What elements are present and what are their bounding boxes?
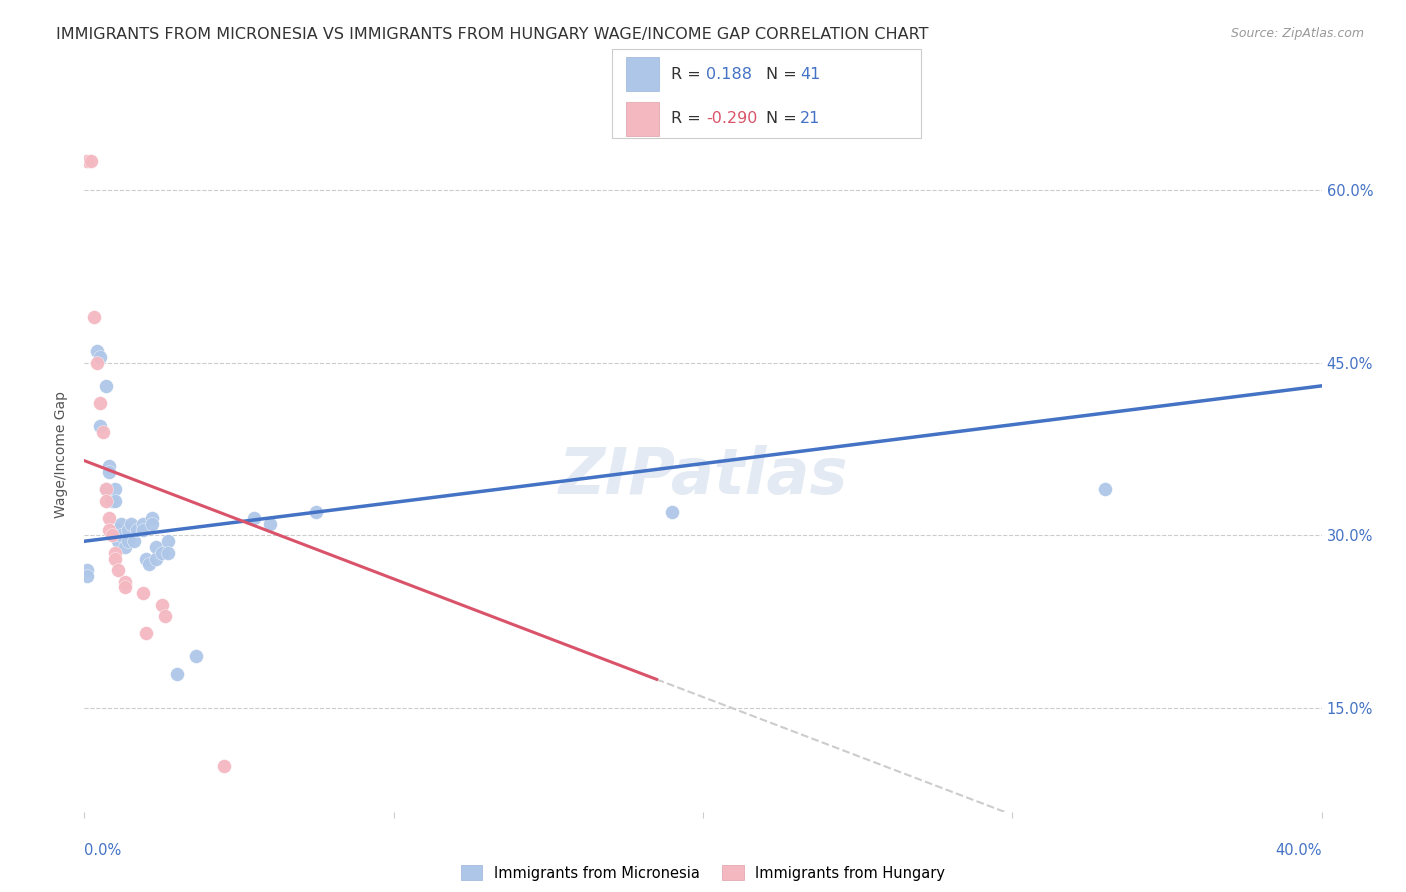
Point xyxy=(76,568,98,582)
Point xyxy=(94,494,117,508)
Y-axis label: Wage/Income Gap: Wage/Income Gap xyxy=(55,392,69,518)
Point xyxy=(89,419,111,434)
Point xyxy=(91,425,114,439)
Point xyxy=(145,551,167,566)
Point xyxy=(212,758,235,772)
Point xyxy=(145,540,167,554)
Point xyxy=(156,546,179,560)
Point xyxy=(107,563,129,577)
Point xyxy=(107,534,129,549)
Text: R =: R = xyxy=(671,112,700,126)
Point xyxy=(104,494,127,508)
Point xyxy=(86,356,108,370)
Point xyxy=(132,516,155,531)
Point xyxy=(150,546,173,560)
Point xyxy=(94,483,117,497)
Point xyxy=(104,483,127,497)
Point xyxy=(156,534,179,549)
Point xyxy=(135,551,157,566)
Point xyxy=(661,506,683,520)
Legend: Immigrants from Micronesia, Immigrants from Hungary: Immigrants from Micronesia, Immigrants f… xyxy=(454,859,952,887)
Point xyxy=(141,516,163,531)
Point xyxy=(114,574,136,589)
Point xyxy=(243,511,266,525)
Point xyxy=(1094,483,1116,497)
Point xyxy=(150,598,173,612)
Point xyxy=(166,666,188,681)
Point xyxy=(79,154,101,169)
Text: 41: 41 xyxy=(800,67,820,81)
Point xyxy=(107,523,129,537)
Point xyxy=(117,534,139,549)
Point xyxy=(135,626,157,640)
Point xyxy=(132,586,155,600)
Point xyxy=(120,516,142,531)
Text: -0.290: -0.290 xyxy=(706,112,758,126)
Text: 0.0%: 0.0% xyxy=(84,843,121,858)
Point xyxy=(94,483,117,497)
Point xyxy=(104,551,127,566)
Point xyxy=(101,494,124,508)
Point xyxy=(89,350,111,364)
Point xyxy=(86,344,108,359)
Point xyxy=(98,459,121,474)
Text: ZIPatlas: ZIPatlas xyxy=(558,445,848,508)
Point xyxy=(117,523,139,537)
Text: 21: 21 xyxy=(800,112,820,126)
Point xyxy=(101,528,124,542)
Point xyxy=(98,523,121,537)
Text: N =: N = xyxy=(766,112,797,126)
Point xyxy=(305,506,328,520)
Point xyxy=(125,523,148,537)
Text: IMMIGRANTS FROM MICRONESIA VS IMMIGRANTS FROM HUNGARY WAGE/INCOME GAP CORRELATIO: IMMIGRANTS FROM MICRONESIA VS IMMIGRANTS… xyxy=(56,27,929,42)
Text: 40.0%: 40.0% xyxy=(1275,843,1322,858)
Point xyxy=(98,465,121,479)
Point xyxy=(94,379,117,393)
Point xyxy=(110,528,132,542)
Point xyxy=(76,154,98,169)
Point xyxy=(122,534,145,549)
Point xyxy=(98,511,121,525)
Text: Source: ZipAtlas.com: Source: ZipAtlas.com xyxy=(1230,27,1364,40)
Point xyxy=(184,649,207,664)
Point xyxy=(89,396,111,410)
Point xyxy=(153,609,176,624)
Point xyxy=(141,511,163,525)
Point xyxy=(132,523,155,537)
Text: R =: R = xyxy=(671,67,700,81)
Point xyxy=(83,310,105,324)
Point xyxy=(138,558,160,572)
Text: 0.188: 0.188 xyxy=(706,67,752,81)
Point xyxy=(114,540,136,554)
Point xyxy=(114,580,136,594)
Point xyxy=(104,546,127,560)
Point xyxy=(110,516,132,531)
Point xyxy=(76,563,98,577)
Point xyxy=(259,516,281,531)
Text: N =: N = xyxy=(766,67,797,81)
